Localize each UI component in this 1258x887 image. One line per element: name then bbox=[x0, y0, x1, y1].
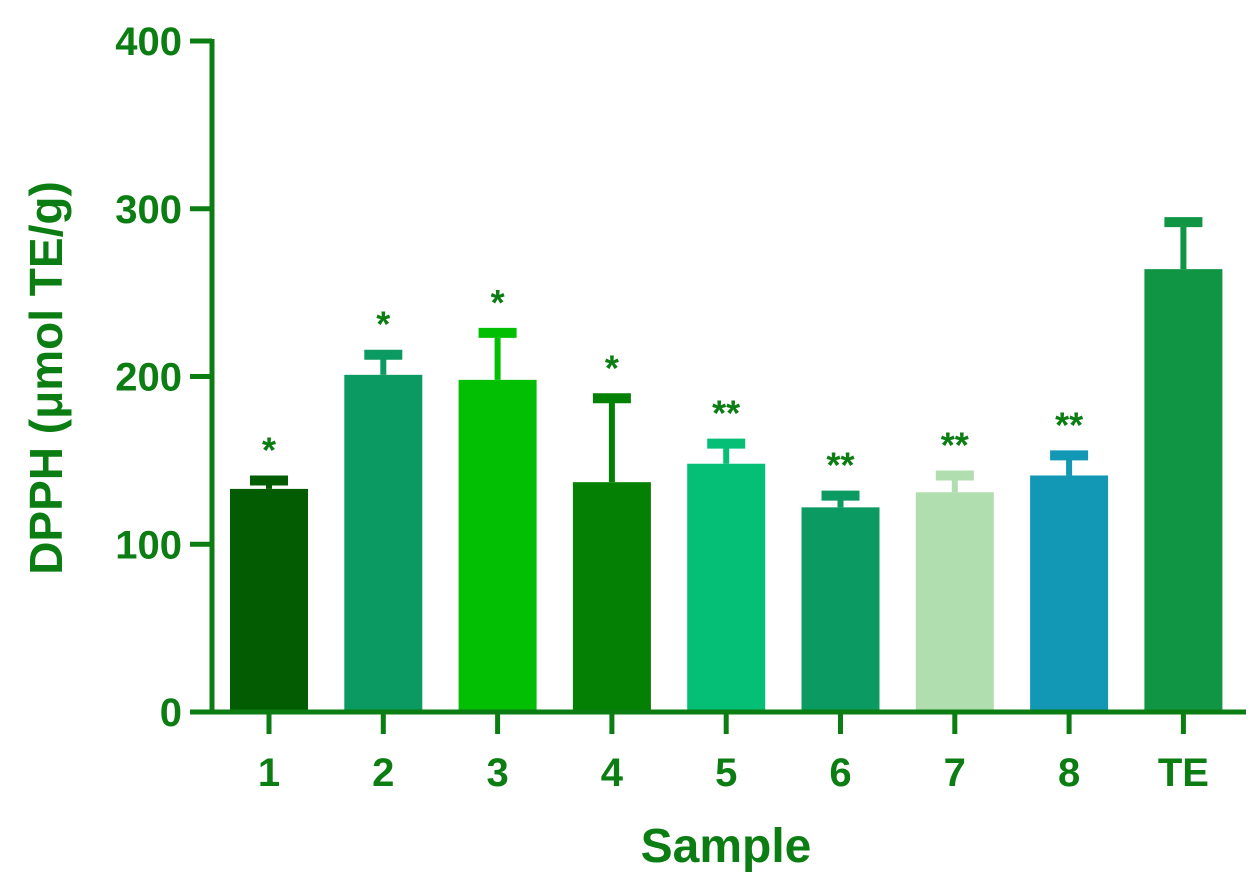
bar-5 bbox=[687, 463, 766, 712]
significance-7: ** bbox=[941, 424, 969, 465]
significance-4: * bbox=[605, 347, 619, 388]
significance-1: * bbox=[262, 430, 276, 471]
x-tick-label-1: 1 bbox=[258, 751, 280, 795]
x-tick-label-TE: TE bbox=[1158, 751, 1209, 795]
y-tick-label-300: 300 bbox=[115, 188, 182, 232]
x-axis-title: Sample bbox=[641, 820, 812, 873]
y-tick-label-200: 200 bbox=[115, 356, 182, 400]
bar-4 bbox=[572, 482, 651, 712]
x-ticks-layer: 1 2 3 4 5 6 7 8 TE bbox=[258, 712, 1209, 795]
y-tick-label-100: 100 bbox=[115, 523, 182, 567]
y-tick-label-400: 400 bbox=[115, 20, 182, 64]
x-tick-label-5: 5 bbox=[715, 751, 737, 795]
y-ticks-layer: 0 100 200 300 400 bbox=[115, 20, 212, 735]
significance-6: ** bbox=[826, 445, 854, 486]
y-tick-label-0: 0 bbox=[160, 691, 182, 735]
bar-8 bbox=[1030, 475, 1109, 712]
significance-2: * bbox=[376, 304, 390, 345]
significance-8: ** bbox=[1055, 404, 1083, 445]
significance-3: * bbox=[491, 282, 505, 323]
significance-layer: ******** ** ** bbox=[262, 282, 1083, 486]
bar-2 bbox=[344, 374, 423, 712]
bar-TE bbox=[1144, 269, 1223, 712]
significance-5: ** bbox=[712, 393, 740, 434]
x-tick-label-8: 8 bbox=[1058, 751, 1080, 795]
x-tick-label-3: 3 bbox=[486, 751, 508, 795]
bar-3 bbox=[458, 379, 537, 712]
error-bars-layer bbox=[250, 217, 1203, 508]
x-tick-label-6: 6 bbox=[829, 751, 851, 795]
bars-layer bbox=[230, 269, 1223, 712]
bar-7 bbox=[915, 492, 994, 712]
bar-1 bbox=[230, 488, 308, 712]
y-axis-title: DPPH (μmol TE/g) bbox=[20, 181, 72, 575]
x-tick-label-7: 7 bbox=[944, 751, 966, 795]
x-tick-label-4: 4 bbox=[601, 751, 624, 795]
bar-6 bbox=[801, 507, 880, 712]
x-tick-label-2: 2 bbox=[372, 751, 394, 795]
